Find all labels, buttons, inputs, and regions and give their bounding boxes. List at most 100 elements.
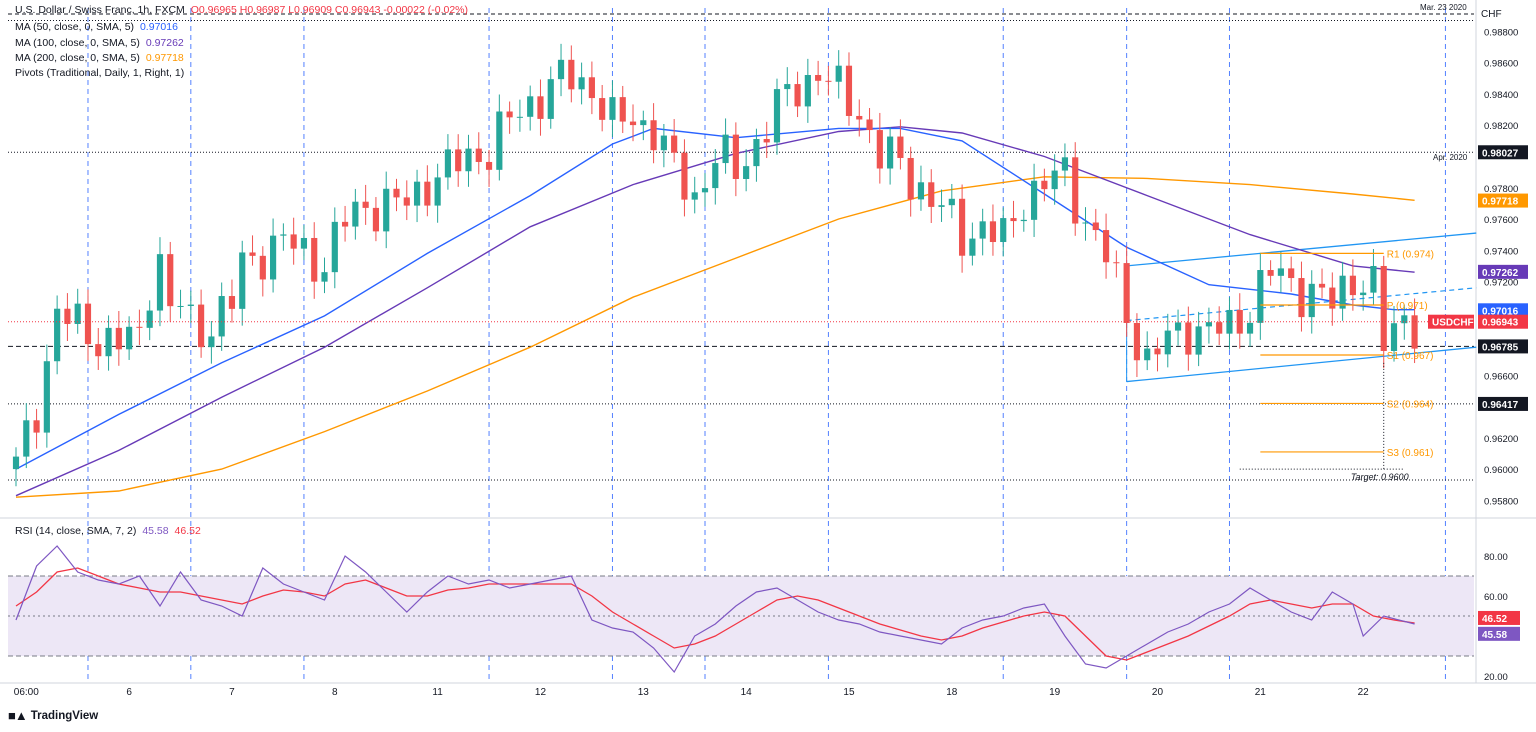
candle-body-121 [1257, 270, 1264, 323]
candle-body-105 [1092, 222, 1099, 231]
legend-ma100: MA (100, close, 0, SMA, 5) 0.97262 [15, 37, 184, 49]
date-mark-mar23: Mar. 23 2020 [1420, 3, 1467, 12]
level-badge-1 [1478, 339, 1528, 354]
candles-group [12, 43, 1418, 487]
rsi-legend: RSI (14, close, SMA, 7, 2) 45.58 46.52 [15, 525, 201, 537]
candle-body-79 [825, 80, 832, 82]
candle-body-48 [506, 111, 513, 118]
x-tick-8: 15 [843, 687, 855, 698]
candle-body-3 [43, 361, 50, 433]
candle-body-45 [475, 148, 482, 162]
candle-body-71 [743, 166, 750, 179]
candle-body-56 [588, 77, 595, 99]
candle-body-58 [609, 97, 616, 120]
candle-body-7 [84, 303, 92, 345]
candle-body-13 [146, 310, 153, 328]
y-tick-5: 0.97200 [1484, 278, 1518, 289]
candle-body-68 [712, 163, 719, 189]
candle-body-23 [249, 252, 256, 256]
candle-body-134 [1390, 323, 1398, 351]
candle-body-120 [1246, 322, 1254, 334]
candle-body-92 [959, 198, 966, 256]
value-badge-text-3: 0.96943 [1482, 318, 1519, 329]
x-tick-11: 20 [1152, 687, 1164, 698]
candle-body-112 [1164, 330, 1171, 355]
y-tick-6: 0.97400 [1484, 246, 1518, 257]
candle-body-126 [1308, 283, 1315, 318]
candle-body-40 [424, 181, 431, 206]
candle-body-136 [1411, 315, 1418, 349]
candle-body-104 [1082, 222, 1089, 224]
candle-body-123 [1277, 268, 1284, 276]
channel-lower [1126, 346, 1477, 383]
candle-body-10 [115, 327, 122, 350]
symbol-tag-text: USDCHF [1432, 318, 1474, 329]
candle-body-9 [105, 327, 112, 357]
candle-body-5 [64, 308, 71, 324]
x-tick-1: 6 [126, 687, 132, 698]
candle-body-127 [1318, 283, 1326, 288]
candle-body-43 [455, 149, 462, 172]
symbol-tag [1428, 314, 1474, 329]
level-badge-text-0: 0.98027 [1482, 148, 1519, 159]
candle-body-75 [784, 84, 791, 90]
candle-body-30 [321, 272, 328, 282]
candle-body-21 [228, 296, 236, 309]
rsi-legend-label: RSI (14, close, SMA, 7, 2) [15, 525, 137, 537]
candle-body-111 [1154, 348, 1161, 355]
tradingview-logo-icon: ■▲ [8, 708, 28, 723]
candle-body-101 [1051, 170, 1058, 190]
ma200-line [15, 176, 1415, 498]
candle-body-115 [1195, 326, 1202, 355]
legend-ma100-label: MA (100, close, 0, SMA, 5) [15, 37, 140, 49]
candle-body-26 [280, 234, 287, 236]
candle-body-63 [660, 135, 667, 151]
candle-body-72 [753, 139, 760, 167]
candle-body-94 [979, 221, 986, 239]
candle-body-131 [1360, 292, 1367, 296]
candle-body-110 [1144, 348, 1151, 361]
candle-body-61 [640, 120, 647, 126]
candle-body-106 [1102, 230, 1110, 263]
level-badge-text-1: 0.96785 [1482, 342, 1519, 353]
candle-body-16 [177, 305, 184, 307]
candle-body-14 [156, 254, 164, 311]
rsi-y-tick-3: 80.00 [1484, 552, 1508, 563]
candle-body-125 [1298, 278, 1305, 318]
candle-body-20 [218, 296, 225, 337]
x-tick-5: 12 [535, 687, 547, 698]
candle-body-51 [537, 96, 544, 119]
candle-body-119 [1236, 309, 1243, 334]
candle-body-114 [1185, 322, 1192, 355]
ma50-line [15, 127, 1415, 470]
candle-body-24 [259, 255, 266, 280]
y-tick-12: 0.98800 [1484, 27, 1518, 38]
candle-body-86 [897, 136, 904, 158]
candle-body-17 [187, 304, 194, 306]
level-badge-2 [1478, 396, 1528, 411]
rsi-ma-badge [1478, 610, 1520, 625]
candle-body-95 [989, 221, 997, 243]
target-label: Target: 0.9600 [1351, 472, 1409, 482]
legend-ohlc: O0.96965 H0.96987 L0.96909 C0.96943 -0.0… [190, 4, 469, 16]
value-badge-0 [1478, 193, 1528, 208]
candle-body-41 [434, 177, 441, 206]
candle-body-53 [557, 59, 565, 80]
candle-body-83 [866, 119, 873, 131]
candle-body-60 [629, 121, 637, 126]
candle-body-124 [1288, 268, 1295, 279]
candle-body-54 [568, 59, 575, 90]
rsi-y-tick-0: 20.00 [1484, 672, 1508, 683]
candle-body-80 [835, 65, 842, 82]
y-tick-11: 0.98600 [1484, 59, 1518, 70]
legend-ma50-value: 0.97016 [139, 21, 178, 33]
date-mark-apr: Apr. 2020 [1433, 153, 1468, 162]
rsi-y-tick-2: 60.00 [1484, 592, 1508, 603]
tradingview-logo[interactable]: ■▲ TradingView [8, 708, 98, 723]
legend-symbol-text: U.S. Dollar / Swiss Franc, 1h, FXCM [15, 4, 185, 16]
legend-ma200-value: 0.97718 [145, 52, 184, 64]
candle-body-122 [1267, 270, 1274, 276]
x-tick-2: 7 [229, 687, 235, 698]
candle-body-76 [794, 84, 801, 107]
